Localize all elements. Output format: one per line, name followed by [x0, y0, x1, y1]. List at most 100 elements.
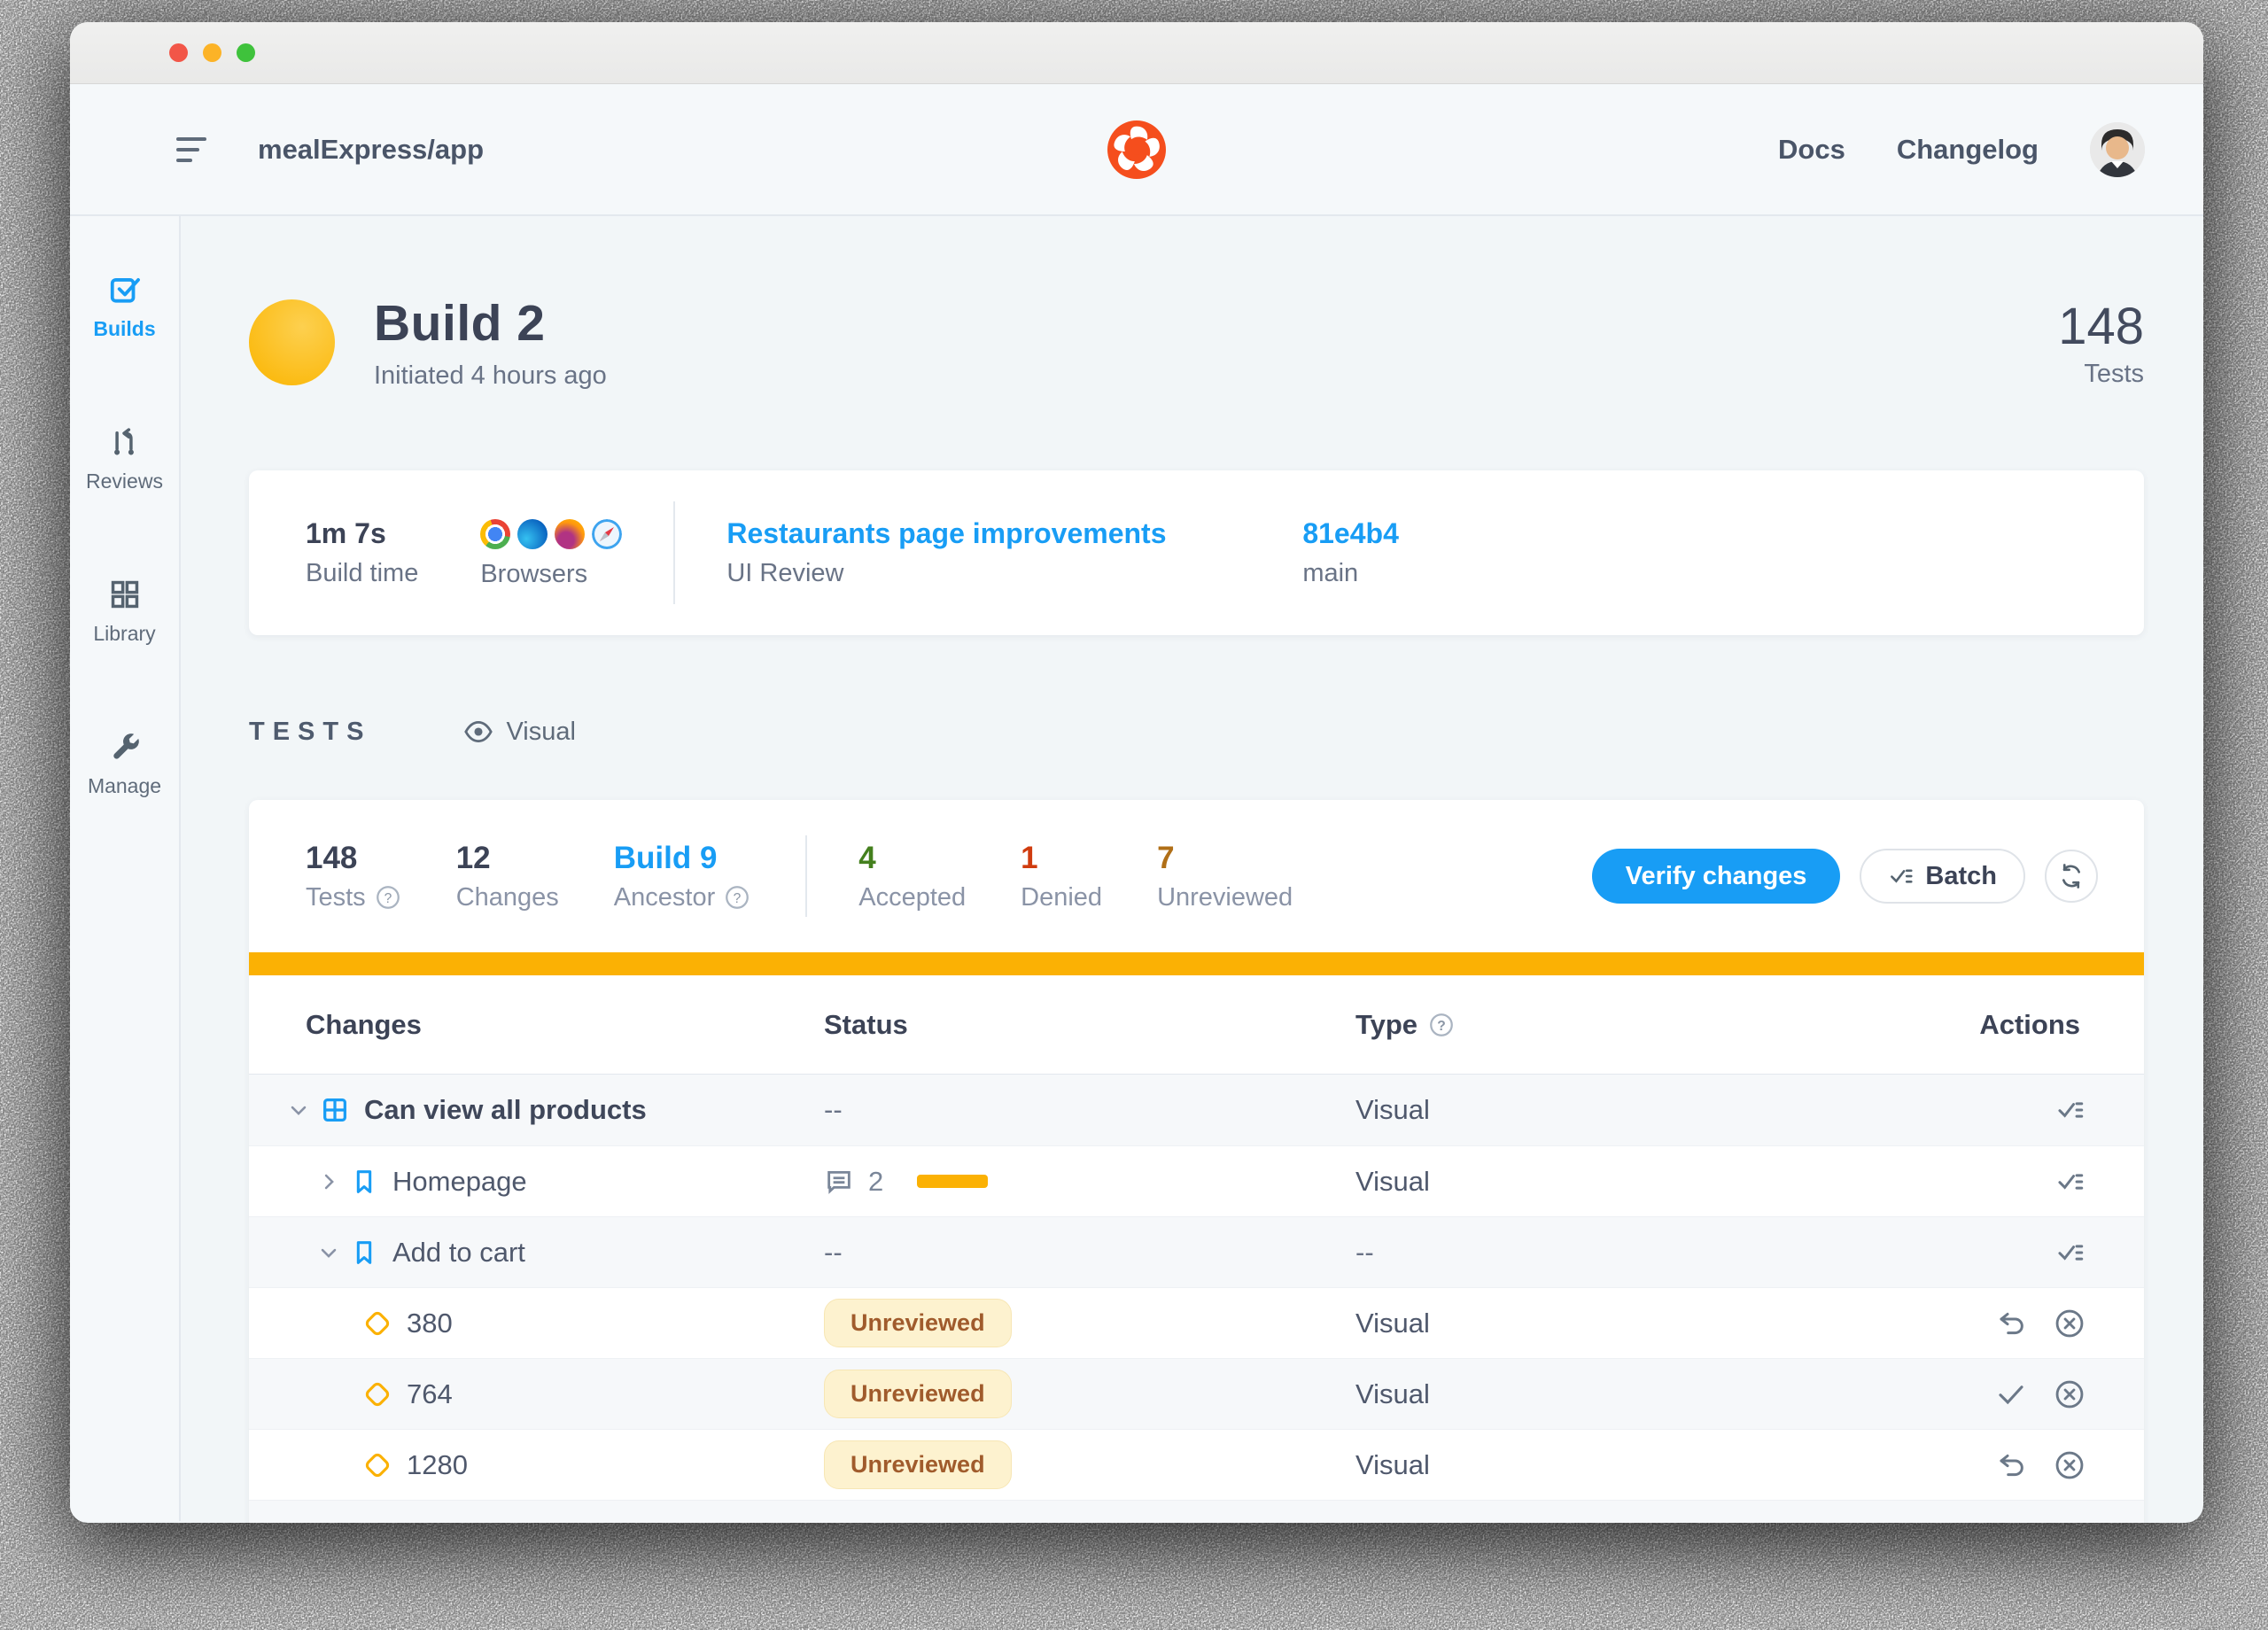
svg-text:?: ?	[384, 891, 392, 906]
ancestor-build-link[interactable]: Build 9	[613, 840, 718, 875]
chrome-icon	[480, 518, 511, 549]
viewport-width[interactable]: 1280	[407, 1448, 468, 1480]
sidebar-item-builds[interactable]: Builds	[93, 273, 156, 341]
viewport-diamond-icon	[365, 1382, 390, 1406]
help-icon[interactable]: ?	[1428, 1012, 1455, 1038]
change-name[interactable]: Add to cart	[392, 1236, 525, 1268]
status-badge: Unreviewed	[824, 1440, 1012, 1489]
visual-filter[interactable]: Visual	[463, 717, 576, 747]
build-time: 1m 7s Build time	[306, 517, 419, 587]
accept-check-icon[interactable]	[1995, 1378, 2027, 1410]
batch-accept-icon[interactable]	[2055, 1095, 2085, 1125]
table-row: 1280 Unreviewed Visual	[249, 1429, 2144, 1500]
deny-icon[interactable]	[2054, 1308, 2085, 1339]
status-progress-bar	[917, 1175, 989, 1188]
builds-check-icon	[110, 278, 140, 303]
library-grid-icon	[111, 580, 138, 609]
batch-accept-icon[interactable]	[2055, 1521, 2085, 1524]
type-value: --	[1355, 1236, 1374, 1268]
stat-denied: 1 Denied	[1021, 840, 1103, 912]
status-badge: Unreviewed	[824, 1370, 1012, 1418]
divider	[673, 501, 676, 604]
stats-row: 148 Tests ? 12 Changes Build 9 Ancestor …	[249, 800, 2144, 952]
type-value: Visual	[1355, 1378, 1430, 1409]
table-row: 764 Unreviewed Visual	[249, 1358, 2144, 1429]
type-value: Visual	[1355, 1094, 1430, 1125]
chevron-down-icon[interactable]	[284, 1098, 313, 1122]
viewport-width[interactable]: 764	[407, 1378, 453, 1409]
status-value: --	[824, 1094, 843, 1125]
build-info-card: 1m 7s Build time Browsers	[249, 470, 2144, 635]
sidebar-item-reviews[interactable]: Reviews	[86, 425, 163, 493]
batch-accept-icon[interactable]	[2055, 1167, 2085, 1197]
reviews-compare-icon	[114, 428, 135, 455]
visual-filter-label: Visual	[506, 717, 576, 746]
undo-icon[interactable]	[1997, 1308, 2027, 1339]
table-row: Can open product -- --	[249, 1500, 2144, 1523]
snapshot-bookmark-icon	[356, 1169, 372, 1193]
refresh-icon	[2062, 864, 2080, 889]
deny-icon[interactable]	[2054, 1449, 2085, 1481]
batch-button[interactable]: Batch	[1860, 849, 2025, 904]
user-avatar[interactable]	[2090, 121, 2145, 177]
help-icon[interactable]: ?	[375, 884, 401, 911]
batch-checklist-icon	[1891, 869, 1913, 883]
table-row: Add to cart -- --	[249, 1216, 2144, 1287]
commit-link[interactable]: 81e4b4 main	[1302, 517, 1399, 587]
stat-unreviewed: 7 Unreviewed	[1157, 840, 1293, 912]
change-name[interactable]: Homepage	[392, 1165, 527, 1197]
batch-accept-icon[interactable]	[2055, 1238, 2085, 1268]
stat-changes: 12 Changes	[455, 840, 559, 912]
table-row: 380 Unreviewed Visual	[249, 1287, 2144, 1358]
status-value: --	[824, 1520, 1355, 1524]
help-icon[interactable]: ?	[724, 884, 750, 911]
app-window: mealExpress/app Docs Changelog	[70, 22, 2203, 1523]
undo-icon[interactable]	[1997, 1450, 2027, 1480]
chevron-right-icon[interactable]	[315, 1169, 343, 1194]
chevron-down-icon[interactable]	[315, 1240, 343, 1265]
minimize-window-button[interactable]	[203, 43, 221, 62]
window-titlebar	[70, 22, 2203, 84]
close-window-button[interactable]	[169, 43, 188, 62]
app-header: mealExpress/app Docs Changelog	[70, 84, 2203, 216]
eye-icon	[464, 720, 493, 743]
deny-icon[interactable]	[2054, 1378, 2085, 1410]
brand-logo-icon[interactable]	[1107, 120, 1166, 179]
table-row: Can view all products -- Visual	[249, 1075, 2144, 1145]
viewport-diamond-icon	[365, 1453, 390, 1477]
edge-icon	[517, 518, 548, 549]
changelog-link[interactable]: Changelog	[1896, 133, 2039, 165]
comment-icon	[827, 1170, 850, 1194]
type-value: Visual	[1355, 1307, 1430, 1339]
column-changes: Changes	[306, 1008, 422, 1040]
change-name[interactable]: Can view all products	[364, 1094, 647, 1125]
project-title: mealExpress/app	[258, 133, 485, 165]
sidebar-item-library[interactable]: Library	[93, 578, 156, 646]
tests-card: 148 Tests ? 12 Changes Build 9 Ancestor …	[249, 800, 2144, 1523]
main-content: Build 2 Initiated 4 hours ago 148 Tests …	[181, 216, 2203, 1523]
type-value: Visual	[1355, 1448, 1430, 1480]
stat-accepted: 4 Accepted	[858, 840, 967, 912]
verify-changes-button[interactable]: Verify changes	[1591, 849, 1841, 904]
viewport-diamond-icon	[365, 1311, 390, 1335]
comments-indicator[interactable]: 2	[824, 1166, 883, 1198]
review-link[interactable]: Restaurants page improvements UI Review	[726, 517, 1167, 587]
change-name[interactable]: Can open product	[364, 1520, 599, 1524]
snapshot-bookmark-icon	[356, 1240, 372, 1264]
comment-count: 2	[868, 1165, 884, 1197]
menu-icon[interactable]	[176, 136, 212, 162]
divider	[805, 835, 808, 917]
browsers: Browsers	[480, 517, 623, 589]
svg-text:?: ?	[734, 891, 742, 906]
viewport-width[interactable]: 380	[407, 1307, 453, 1339]
sidebar-item-manage[interactable]: Manage	[88, 730, 161, 798]
safari-icon	[592, 518, 623, 549]
zoom-window-button[interactable]	[237, 43, 255, 62]
stat-tests: 148 Tests ?	[306, 841, 401, 912]
sidebar: Builds Reviews Library	[70, 216, 181, 1521]
column-status: Status	[824, 1008, 908, 1040]
type-value: Visual	[1355, 1165, 1430, 1197]
build-subtitle: Initiated 4 hours ago	[374, 361, 607, 390]
refresh-button[interactable]	[2045, 850, 2098, 903]
docs-link[interactable]: Docs	[1778, 133, 1845, 165]
